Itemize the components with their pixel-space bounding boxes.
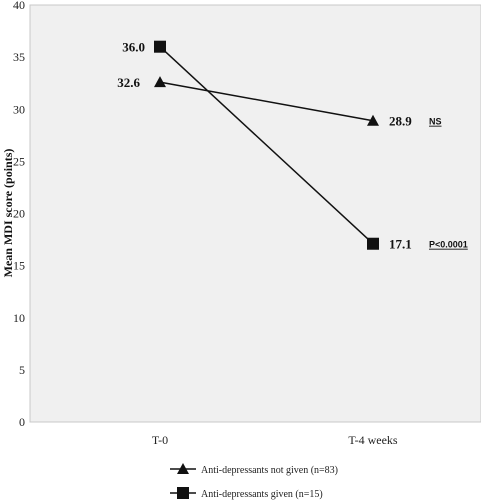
data-label: 28.9: [389, 114, 412, 129]
y-tick-labels: 0 5 10 15 20 25 30 35 40: [13, 0, 25, 429]
y-axis-label: Mean MDI score (points): [1, 149, 15, 278]
y-tick-label: 20: [13, 207, 25, 221]
legend-label: Anti-depressants not given (n=83): [201, 465, 338, 476]
significance-annotation: NS: [429, 117, 442, 127]
series-layer: 32.6 28.9 NS 36.0 17.1 P<0.0001: [117, 40, 468, 252]
legend-label: Anti-depressants given (n=15): [201, 489, 323, 500]
y-tick-label: 25: [13, 154, 25, 168]
y-tick-label: 30: [13, 102, 25, 116]
y-tick-label: 40: [13, 0, 25, 12]
series-1: 36.0 17.1 P<0.0001: [122, 40, 468, 252]
y-tick-label: 5: [19, 363, 25, 377]
legend-item: Anti-depressants not given (n=83): [170, 463, 338, 476]
x-tick-labels: T-0 T-4 weeks: [152, 433, 398, 447]
plot-area: [29, 4, 481, 423]
x-tick-label: T-4 weeks: [348, 433, 398, 447]
square-marker: [367, 237, 379, 250]
data-label: 36.0: [122, 40, 145, 55]
series-line: [159, 46, 374, 245]
square-marker: [154, 40, 166, 53]
legend-triangle-marker: [177, 463, 189, 474]
y-tick-label: 15: [13, 259, 25, 273]
x-tick-label: T-0: [152, 433, 168, 447]
y-tick-label: 10: [13, 311, 25, 325]
legend: Anti-depressants not given (n=83) Anti-de…: [170, 463, 338, 500]
series-0: 32.6 28.9 NS: [117, 75, 441, 129]
legend-square-marker: [177, 487, 189, 499]
triangle-marker: [367, 114, 379, 126]
y-tick-label: 0: [19, 415, 25, 429]
data-label: 17.1: [389, 237, 412, 252]
y-tick-label: 35: [13, 50, 25, 64]
significance-annotation: P<0.0001: [429, 240, 468, 250]
series-line: [159, 81, 374, 122]
data-label: 32.6: [117, 75, 140, 90]
legend-item: Anti-depressants given (n=15): [170, 487, 323, 500]
triangle-marker: [154, 76, 166, 88]
